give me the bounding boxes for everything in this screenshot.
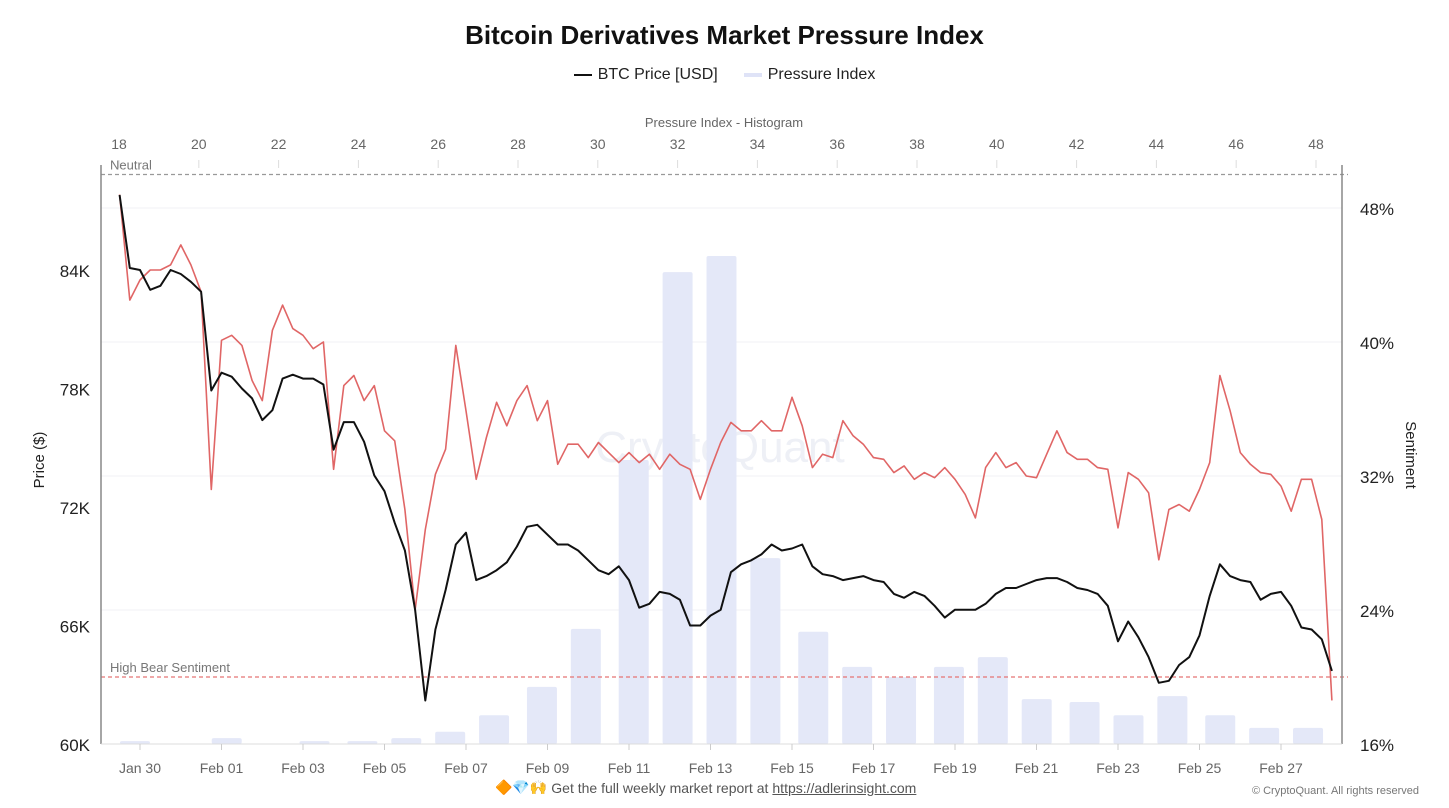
top-tick-label: 18 (111, 136, 127, 152)
x-tick-label: Feb 19 (933, 760, 977, 776)
histogram-bar (435, 731, 466, 744)
top-tick-label: 28 (510, 136, 526, 152)
top-axis-label: Pressure Index - Histogram (645, 115, 803, 130)
legend-item-btc-price[interactable]: BTC Price [USD] (573, 66, 718, 84)
top-tick-label: 48 (1308, 136, 1324, 152)
pressure-index-line (118, 194, 1333, 701)
histogram-bar (1157, 696, 1188, 744)
histogram-bar (706, 256, 737, 744)
legend-label: BTC Price [USD] (597, 66, 718, 83)
top-tick-label: 44 (1149, 136, 1165, 152)
left-tick-label: 72K (60, 499, 91, 518)
right-tick-label: 40% (1360, 334, 1394, 353)
top-tick-label: 38 (909, 136, 925, 152)
histogram-bar (618, 459, 649, 744)
left-tick-label: 84K (60, 262, 91, 281)
histogram-bar (842, 666, 873, 744)
histogram-bar (662, 272, 693, 744)
histogram-bar (1205, 715, 1236, 744)
legend-item-pressure-index[interactable]: Pressure Index (743, 66, 876, 84)
histogram-bar (570, 628, 601, 744)
x-tick-label: Jan 30 (119, 760, 161, 776)
histogram-bar (886, 677, 917, 744)
legend: BTC Price [USD] Pressure Index (0, 66, 1449, 84)
x-tick-label: Feb 25 (1178, 760, 1222, 776)
histogram-bar (750, 558, 781, 744)
top-tick-label: 30 (590, 136, 606, 152)
top-tick-label: 22 (271, 136, 287, 152)
histogram-bar (526, 686, 557, 744)
right-tick-label: 24% (1360, 602, 1394, 621)
copyright: © CryptoQuant. All rights reserved (1251, 785, 1419, 797)
top-tick-label: 24 (351, 136, 367, 152)
footer-text: Get the full weekly market report at (551, 779, 769, 796)
btc-price-line (118, 194, 1333, 702)
histogram-bar (119, 741, 150, 744)
right-tick-label: 16% (1360, 736, 1394, 755)
histogram-bar (1293, 727, 1324, 744)
top-tick-label: 40 (989, 136, 1005, 152)
left-tick-label: 66K (60, 618, 91, 637)
chart-title: Bitcoin Derivatives Market Pressure Inde… (465, 20, 984, 50)
histogram-bar (1021, 699, 1052, 744)
legend-swatch-pressure (743, 73, 762, 77)
x-tick-label: Feb 21 (1015, 760, 1059, 776)
histogram-bar (977, 657, 1008, 744)
histogram-bar (1113, 715, 1144, 744)
x-tick-label: Feb 07 (444, 760, 488, 776)
right-axis-label: Sentiment (1402, 421, 1419, 489)
x-tick-label: Feb 15 (770, 760, 814, 776)
footer-emoji-icons: 🔶💎🙌 (495, 779, 548, 795)
histogram-bar (933, 666, 964, 744)
histogram-bar (1249, 727, 1280, 744)
x-tick-label: Feb 27 (1259, 760, 1303, 776)
x-tick-label: Feb 09 (526, 760, 570, 776)
reference-line-label: High Bear Sentiment (110, 660, 230, 675)
histogram-bar (798, 631, 829, 744)
legend-swatch-btc (573, 74, 592, 76)
footer-link[interactable]: https://adlerinsight.com (772, 779, 917, 796)
top-tick-label: 20 (191, 136, 207, 152)
legend-label: Pressure Index (767, 66, 876, 83)
x-tick-label: Feb 11 (608, 760, 651, 776)
top-tick-label: 34 (750, 136, 766, 152)
left-tick-label: 78K (60, 381, 91, 400)
histogram-bar (299, 741, 330, 744)
left-axis-label: Price ($) (31, 432, 48, 489)
top-tick-label: 36 (829, 136, 845, 152)
top-tick-label: 46 (1228, 136, 1244, 152)
top-tick-label: 32 (670, 136, 686, 152)
histogram-bar (479, 715, 510, 744)
x-tick-label: Feb 13 (689, 760, 733, 776)
reference-line-label: Neutral (110, 158, 152, 173)
x-tick-label: Feb 17 (852, 760, 896, 776)
histogram-bar (391, 738, 422, 744)
left-tick-label: 60K (60, 736, 91, 755)
top-tick-label: 26 (430, 136, 446, 152)
x-tick-label: Feb 01 (200, 760, 244, 776)
footer: 🔶💎🙌 Get the full weekly market report at… (495, 779, 916, 796)
histogram-bar (1069, 702, 1100, 744)
x-tick-label: Feb 23 (1096, 760, 1140, 776)
histogram-bar (211, 738, 242, 744)
top-tick-label: 42 (1069, 136, 1085, 152)
x-tick-label: Feb 05 (363, 760, 407, 776)
right-tick-label: 48% (1360, 200, 1394, 219)
histogram-bar (347, 741, 378, 744)
right-tick-label: 32% (1360, 468, 1394, 487)
x-tick-label: Feb 03 (281, 760, 325, 776)
